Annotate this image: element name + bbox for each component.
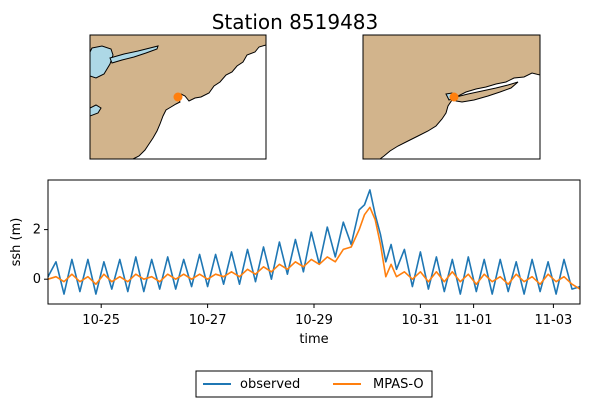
regional-map-station-marker — [173, 92, 183, 102]
series-lines — [47, 189, 581, 295]
x-tick-label: 10-29 — [295, 313, 333, 328]
legend: observed MPAS-O — [195, 370, 433, 398]
x-axis-ticks: 10-25 10-27 10-29 10-31 11-01 11-03 — [82, 304, 572, 328]
x-tick-label: 10-31 — [402, 313, 440, 328]
local-map-frame — [362, 34, 541, 160]
x-axis-label: time — [299, 332, 328, 347]
local-map-long-island — [455, 81, 519, 103]
local-map — [362, 34, 541, 160]
legend-box — [195, 370, 433, 398]
legend-label-mpas-o: MPAS-O — [373, 377, 424, 392]
y-axis-label: ssh (m) — [9, 218, 24, 267]
series-line-mpas-o — [47, 206, 581, 290]
regional-map-lake-ontario — [90, 45, 114, 79]
y-tick-label: 2 — [33, 223, 41, 238]
x-tick-label: 11-03 — [535, 313, 573, 328]
y-tick-label: 0 — [33, 272, 41, 287]
timeseries-axes: 10-25 10-27 10-29 10-31 11-01 11-03 02 time s… — [9, 179, 581, 347]
timeseries-frame — [47, 179, 581, 305]
regional-map-st-lawrence — [109, 45, 159, 64]
figure-title: Station 8519483 — [212, 10, 379, 34]
regional-map-lake-erie — [90, 104, 102, 117]
y-axis-ticks: 02 — [33, 223, 48, 287]
x-tick-label: 11-01 — [455, 313, 493, 328]
regional-map-frame — [89, 34, 267, 160]
x-tick-label: 10-27 — [189, 313, 227, 328]
series-line-observed — [47, 189, 581, 295]
regional-map — [89, 34, 267, 160]
legend-label-observed: observed — [240, 377, 300, 392]
local-map-station-marker — [449, 92, 459, 102]
x-tick-label: 10-25 — [82, 313, 120, 328]
